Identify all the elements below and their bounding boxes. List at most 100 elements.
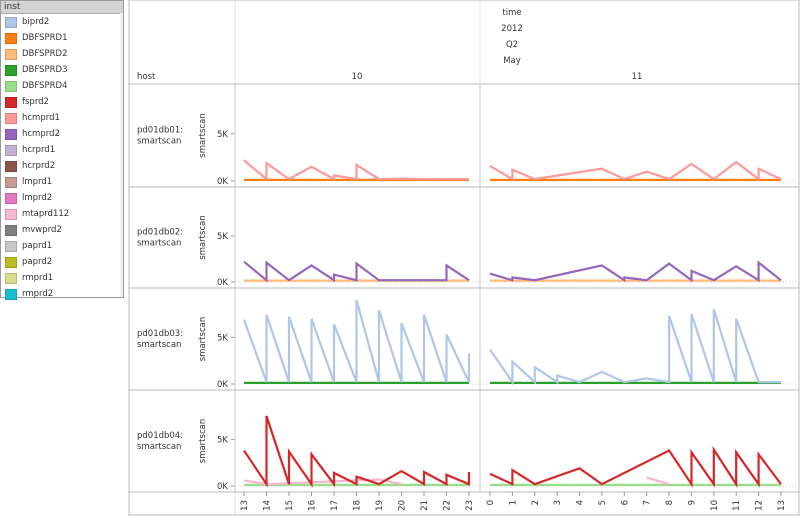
y-tick-label: 0K (217, 380, 228, 390)
x-tick-label: 16 (308, 500, 318, 511)
series-line-mtaprd112 (646, 476, 670, 486)
legend-label: DBFSPRD4 (22, 81, 68, 91)
legend-label: lmprd1 (22, 177, 53, 187)
legend-item-paprd1[interactable]: paprd1 (5, 240, 121, 254)
x-tick-label: 8 (665, 500, 675, 505)
legend-item-fsprd2[interactable]: fsprd2 (5, 96, 121, 110)
legend-item-mtaprd112[interactable]: mtaprd112 (5, 208, 121, 222)
x-tick-label: 17 (330, 500, 340, 511)
row-host-label-line: smartscan (137, 442, 181, 452)
legend-panel: inst biprd2 DBFSPRD1 DBFSPRD2 DBFSPRD3 DBFSP… (0, 0, 124, 300)
chart-frame (128, 0, 800, 516)
x-tick-label: 20 (398, 500, 408, 511)
y-axis-title: smartscan (198, 419, 208, 463)
y-tick-label: 0K (217, 177, 228, 187)
header-quarter: Q2 (506, 40, 518, 50)
legend-item-mvwprd2[interactable]: mvwprd2 (5, 224, 121, 238)
legend-swatch (5, 65, 17, 76)
x-tick-label: 1 (508, 500, 518, 505)
legend-swatch (5, 161, 17, 172)
legend-item-dbfsprd3[interactable]: DBFSPRD3 (5, 64, 121, 78)
legend-item-rmprd2[interactable]: rmprd2 (5, 288, 121, 302)
day-column-10: 10 (352, 72, 363, 82)
legend-label: biprd2 (22, 17, 50, 27)
legend-swatch (5, 177, 17, 188)
x-tick-label: 18 (353, 500, 363, 511)
legend-item-hcrprd2[interactable]: hcrprd2 (5, 160, 121, 174)
x-tick-label: 7 (643, 500, 653, 505)
legend-item-paprd2[interactable]: paprd2 (5, 256, 121, 270)
row-host-label-line: smartscan (137, 340, 181, 350)
legend-swatch (5, 193, 17, 204)
series-line-hcmprd2 (243, 260, 470, 283)
legend-scrollbar[interactable] (120, 13, 123, 297)
y-tick-label: 5K (217, 435, 228, 445)
legend-swatch (5, 113, 17, 124)
legend-item-rmprd1[interactable]: rmprd1 (5, 272, 121, 286)
legend-swatch (5, 209, 17, 220)
legend-item-dbfsprd2[interactable]: DBFSPRD2 (5, 48, 121, 62)
x-tick-label: 0 (486, 500, 496, 505)
y-axis-title: smartscan (198, 317, 208, 361)
row-host-label: pd01db01: smartscan (137, 126, 183, 147)
row-host-label-line: pd01db03: (137, 329, 183, 339)
legend-swatch (5, 241, 17, 252)
header-month: May (503, 56, 521, 66)
x-tick-label: 3 (553, 500, 563, 505)
legend-swatch (5, 257, 17, 268)
legend-swatch (5, 49, 17, 60)
row-host-label: pd01db02: smartscan (137, 228, 183, 249)
legend-label: paprd2 (22, 257, 53, 267)
row-host-label: pd01db03: smartscan (137, 329, 183, 350)
y-axis-title: smartscan (198, 113, 208, 157)
header-year: 2012 (501, 24, 523, 34)
row-host-label-line: pd01db04: (137, 431, 183, 441)
legend-item-hcmprd2[interactable]: hcmprd2 (5, 128, 121, 142)
y-tick-label: 0K (217, 482, 228, 492)
legend-label: hcrprd2 (22, 161, 56, 171)
legend-swatch (5, 273, 17, 284)
row-host-label-line: smartscan (137, 137, 181, 147)
x-tick-label: 4 (576, 500, 586, 505)
x-tick-label: 2 (531, 500, 541, 505)
panels-group: pd01db01: smartscan smartscan0K5Kpd01db02:… (129, 0, 799, 493)
legend-swatch (5, 81, 17, 92)
legend-label: mtaprd112 (22, 209, 70, 219)
legend-label: rmprd1 (22, 273, 54, 283)
legend-item-hcmprd1[interactable]: hcmprd1 (5, 112, 121, 126)
x-tick-label: 10 (710, 500, 720, 511)
legend-label: DBFSPRD1 (22, 33, 68, 43)
series-line-hcmprd1 (243, 159, 469, 182)
legend-item-lmprd2[interactable]: lmprd2 (5, 192, 121, 206)
y-tick-label: 5K (217, 333, 228, 343)
series-line-mtaprd112 (243, 478, 402, 486)
x-tick-label: 11 (732, 500, 742, 511)
legend-swatch (5, 17, 17, 28)
series-line-biprd2 (242, 299, 471, 383)
x-tick-label: 6 (620, 500, 630, 505)
legend-label: fsprd2 (22, 97, 49, 107)
y-tick-label: 5K (217, 232, 228, 242)
x-tick-label: 12 (755, 500, 765, 511)
legend-item-dbfsprd1[interactable]: DBFSPRD1 (5, 32, 121, 46)
x-tick-label: 23 (465, 500, 475, 511)
series-line-hcmprd1 (489, 160, 782, 182)
row-host-label-line: pd01db01: (137, 126, 183, 136)
x-axis-group: 13 14 15 16 17 18 19 20 21 22 23 0 1 2 3 4 5 6 7 8 9 10 11 12 13 (240, 492, 787, 511)
legend-swatch (5, 289, 17, 300)
y-axis-title: smartscan (198, 215, 208, 259)
legend-item-hcrprd1[interactable]: hcrprd1 (5, 144, 121, 158)
host-column-label: host (137, 72, 156, 82)
legend-item-biprd2[interactable]: biprd2 (5, 16, 121, 30)
row-host-label-line: pd01db02: (137, 228, 183, 238)
legend-label: hcmprd2 (22, 129, 60, 139)
legend-item-dbfsprd4[interactable]: DBFSPRD4 (5, 80, 121, 94)
legend-label: DBFSPRD2 (22, 49, 68, 59)
x-tick-label: 15 (285, 500, 295, 511)
legend-item-lmprd1[interactable]: lmprd1 (5, 176, 121, 190)
row-host-label: pd01db04: smartscan (137, 431, 183, 452)
x-tick-label: 22 (443, 500, 453, 511)
x-tick-label: 5 (598, 500, 608, 505)
x-tick-label: 13 (240, 500, 250, 511)
